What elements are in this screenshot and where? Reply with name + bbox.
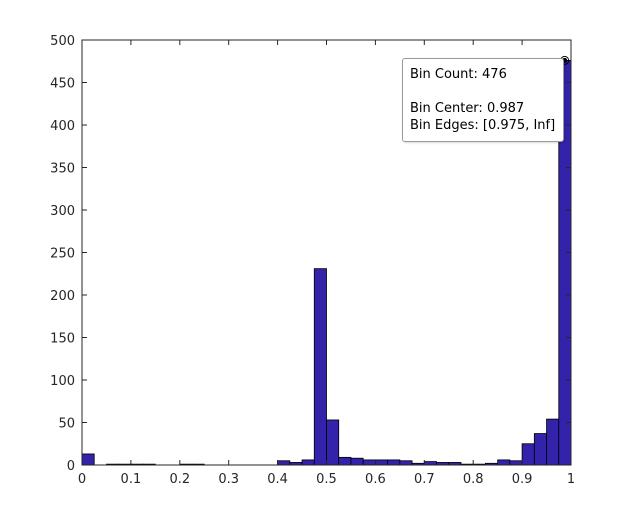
x-tick-label: 0.2: [169, 472, 190, 487]
histogram-bar: [521, 443, 535, 466]
x-tick-label: 0.3: [218, 472, 239, 487]
histogram-bar: [497, 459, 511, 466]
x-tick-label: 0.9: [512, 472, 533, 487]
y-tick-label: 450: [50, 77, 75, 92]
y-tick-label: 300: [50, 204, 75, 219]
histogram-bar: [338, 456, 352, 466]
x-tick-label: 0.1: [121, 472, 142, 487]
y-tick-label: 150: [50, 332, 75, 347]
x-tick-label: 0.6: [365, 472, 386, 487]
datatip-bin-edges: Bin Edges: [0.975, Inf]: [410, 118, 556, 133]
datatip-bin-count: Bin Count: 476: [410, 67, 507, 82]
datatip-spacer: [410, 83, 563, 100]
y-tick-label: 0: [67, 459, 75, 474]
y-tick-label: 250: [50, 247, 75, 262]
histogram-bar: [546, 418, 560, 466]
x-tick-label: 0: [78, 472, 86, 487]
datatip-box: Bin Count: 476 Bin Center: 0.987 Bin Edg…: [402, 58, 564, 142]
x-axis-ticks: 0 0.1 0.2 0.3 0.4 0.5 0.6 0.7 0.8 0.9 1: [78, 40, 575, 487]
y-tick-label: 350: [50, 162, 75, 177]
bars-group: [81, 60, 572, 466]
histogram-bar: [301, 459, 315, 466]
histogram-bar: [374, 459, 389, 466]
x-tick-label: 0.5: [316, 472, 337, 487]
histogram-bar: [423, 461, 437, 466]
histogram-bar: [277, 460, 291, 466]
y-tick-label: 200: [50, 289, 75, 304]
histogram-bar: [326, 419, 340, 466]
histogram-bar: [362, 459, 376, 466]
histogram-bar: [313, 268, 327, 466]
y-tick-label: 100: [50, 374, 75, 389]
histogram-bar: [350, 457, 364, 466]
plot-area-frame: [81, 39, 572, 466]
x-tick-label: 0.7: [414, 472, 435, 487]
histogram-bar: [387, 459, 401, 466]
histogram-bar: [533, 433, 547, 466]
y-tick-label: 50: [58, 417, 75, 432]
y-tick-label: 500: [50, 34, 75, 49]
x-tick-label: 0.4: [267, 472, 288, 487]
histogram-bar: [81, 453, 95, 466]
y-axis-ticks: 0 50 100 150 200 250 300 350 400 450 500: [50, 34, 571, 474]
x-tick-label: 1: [567, 472, 575, 487]
datatip-bin-center: Bin Center: 0.987: [410, 101, 525, 116]
y-tick-label: 400: [50, 119, 75, 134]
histogram-bar: [509, 460, 523, 466]
histogram-bar: [399, 460, 413, 466]
x-tick-label: 0.8: [463, 472, 484, 487]
